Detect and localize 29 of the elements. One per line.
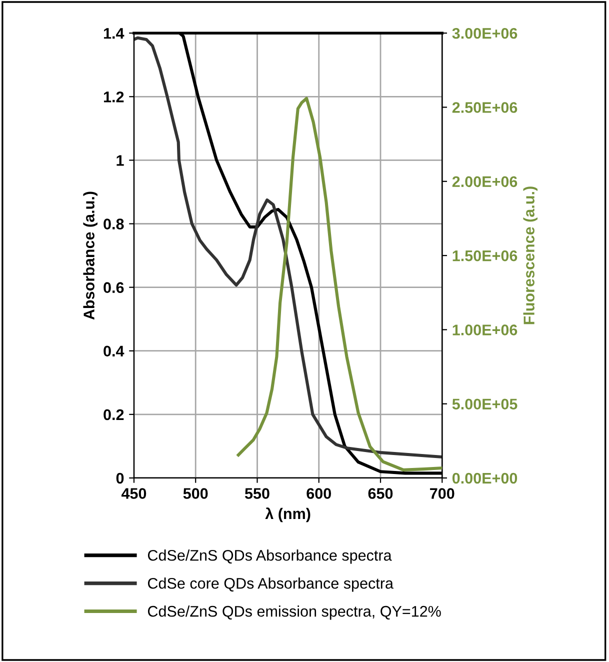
x-tick-label: 600	[306, 488, 331, 499]
y2-tick-label: 5.00E+05	[452, 398, 518, 410]
y-tick-label: 0.8	[104, 218, 124, 230]
line-series	[134, 36, 442, 459]
y2-tick-label: 2.50E+06	[452, 102, 518, 113]
x-tick-label: 500	[183, 488, 208, 499]
y-tick-label: 1.4	[104, 28, 124, 39]
y2-axis-title: Fluorescence (a.u.)	[523, 186, 538, 324]
y-tick-label: 0.4	[104, 346, 124, 357]
x-tick-label: 700	[430, 488, 454, 499]
legend-label: CdSe core QDs Absorbance spectra	[148, 578, 394, 592]
legend-label: CdSe/ZnS QDs Absorbance spectra	[148, 550, 392, 564]
y-tick-label: 1.2	[104, 92, 124, 102]
x-axis-title: λ (nm)	[265, 507, 310, 522]
y2-tick-label: 1.50E+06	[452, 250, 518, 262]
y2-tick-label: 0.00E+00	[452, 472, 518, 484]
y2-tick-label: 1.00E+06	[452, 324, 518, 336]
y2-tick-label: 3.00E+06	[452, 28, 518, 39]
x-tick-label: 450	[121, 488, 146, 499]
legend-label: CdSe/ZnS QDs emission spectra, QY=12%	[148, 606, 441, 620]
line-series	[236, 96, 442, 472]
y-tick-label: 0.2	[104, 409, 124, 420]
y-tick-label: 1	[116, 155, 124, 166]
x-tick-label: 550	[244, 488, 270, 499]
y2-tick-label: 2.00E+06	[452, 176, 518, 188]
x-tick-label: 650	[368, 488, 393, 499]
y-tick-label: 0	[116, 472, 124, 484]
y-tick-label: 0.6	[104, 282, 124, 293]
y-axis-title: Absorbance (a.u.)	[83, 192, 98, 320]
